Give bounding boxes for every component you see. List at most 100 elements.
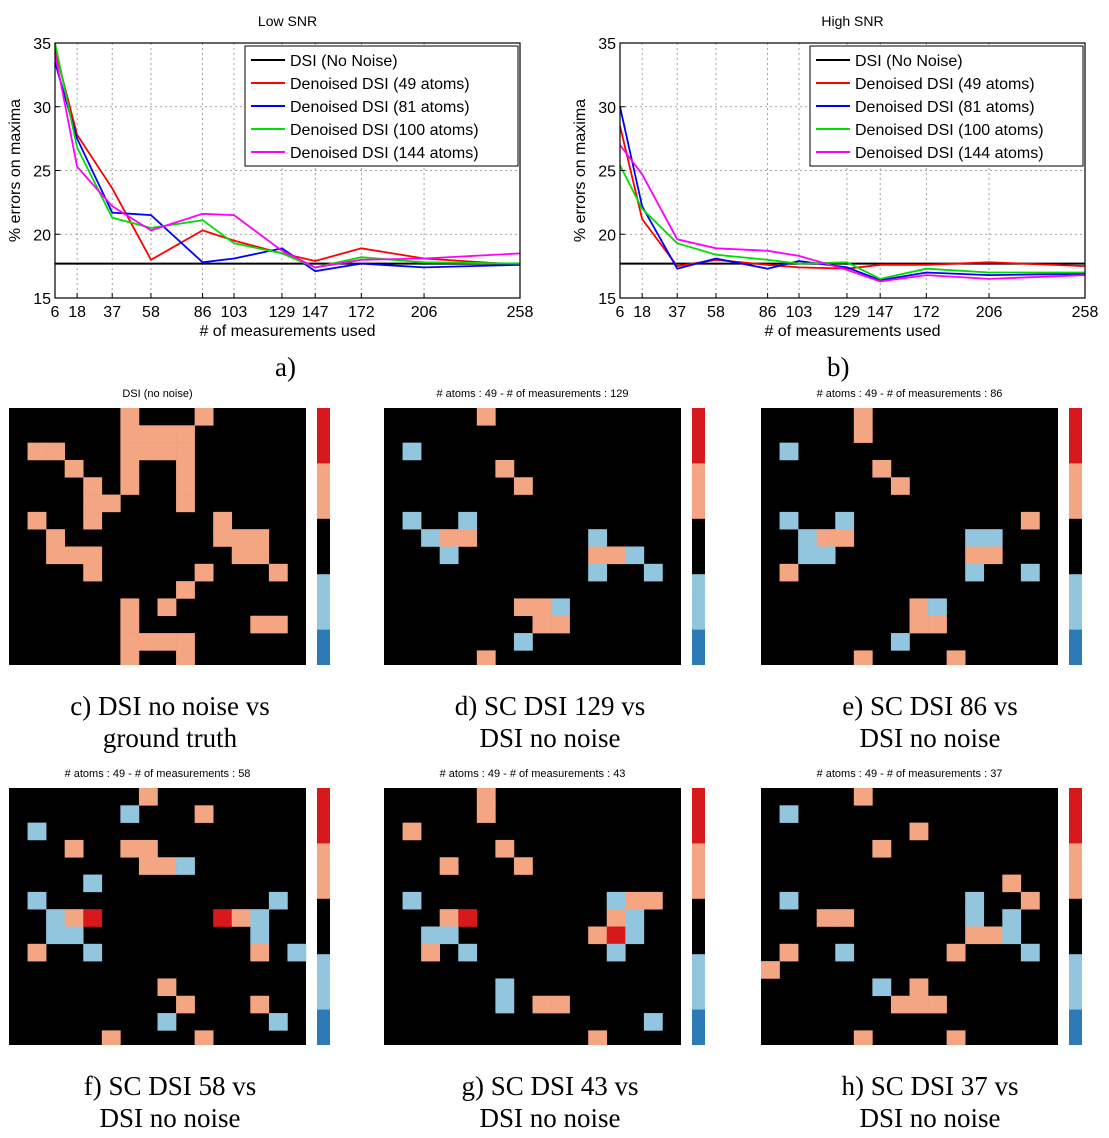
hm0-cell-1-7 (138, 425, 158, 443)
heatmap-e-svg: # atoms : 49 - # of measurements : 8621.… (761, 388, 1082, 665)
heatmap-g-svg: # atoms : 49 - # of measurements : 4321.… (384, 768, 705, 1045)
hm1-cell-3-6 (495, 459, 515, 478)
lc0-xtick-label-0: 6 (51, 304, 60, 321)
hm0-cell-2-1 (27, 442, 47, 461)
hm1-cell-6-4 (458, 511, 478, 530)
caption-h-line1: h) SC DSI 37 vs (841, 1071, 1019, 1101)
lc1-series-4 (619, 144, 1086, 283)
hm4-cell-7-12 (606, 909, 626, 927)
lc1-title: High SNR (821, 13, 883, 29)
hm0-cell-12-13 (250, 615, 270, 634)
hm2-cell-7-12 (983, 529, 1003, 547)
hm0-cell-8-4 (83, 546, 103, 565)
hm1-cell-8-13 (625, 546, 645, 565)
hm0-cell-2-8 (157, 442, 177, 461)
hm2-cell-9-11 (965, 563, 985, 582)
hm2-cell-2-1 (779, 442, 799, 461)
hm2-cell-7-11 (965, 529, 985, 547)
hm0-cell-8-13 (250, 546, 270, 565)
hm0-cell-3-9 (176, 459, 195, 478)
hm0-cell-1-8 (157, 425, 177, 443)
lc1-xtick-label-3: 58 (707, 304, 725, 321)
caption-g-line2: DSI no noise (479, 1103, 621, 1133)
hm3-cell-9-15 (287, 943, 307, 962)
hm3-cell-13-14 (268, 1013, 288, 1031)
lc1-xtick-label-6: 129 (834, 304, 861, 321)
hm1-cell-13-7 (513, 633, 533, 651)
hm3-cell-7-12 (231, 909, 251, 927)
hm5-colorbar-band-4 (1069, 1009, 1082, 1045)
panel-letter-b: b) (827, 352, 850, 382)
hm5-cell-7-13 (1002, 909, 1022, 927)
hm5-cell-7-4 (835, 909, 855, 927)
hm0-cell-2-6 (120, 442, 140, 461)
lc0-xtick-label-7: 147 (302, 304, 329, 321)
lc0-xtick-label-5: 103 (221, 304, 248, 321)
hm1-cell-11-7 (513, 598, 533, 617)
hm1-title: # atoms : 49 - # of measurements : 129 (437, 388, 629, 400)
hm0-colorbar-band-0 (317, 408, 330, 464)
hm5-cell-12-9 (928, 995, 947, 1014)
lc0-legend-label-3: Denoised DSI (100 atoms) (290, 122, 479, 139)
hm0-cell-11-8 (157, 598, 177, 617)
lc0-series-1 (54, 49, 521, 266)
hm5-cell-7-3 (816, 909, 836, 927)
caption-g-line1: g) SC DSI 43 vs (461, 1071, 639, 1101)
caption-d-line2: DSI no noise (479, 723, 621, 753)
caption-d: d) SC DSI 129 vs DSI no noise (380, 690, 720, 754)
caption-e-line2: DSI no noise (859, 723, 1001, 753)
hm1-cell-8-12 (606, 546, 626, 565)
hm5-cell-9-4 (835, 943, 855, 962)
hm3-cell-7-11 (213, 909, 233, 927)
hm1-cell-9-14 (643, 563, 663, 582)
hm4-cell-12-9 (551, 995, 570, 1014)
lc1-xtick-label-1: 18 (633, 304, 651, 321)
hm1-cell-8-11 (588, 546, 608, 565)
lc1-xtick-label-2: 37 (668, 304, 686, 321)
hm3-cell-8-2 (46, 926, 65, 945)
hm0-cell-1-6 (120, 425, 140, 443)
hm0-cell-0-10 (194, 408, 214, 426)
hm3-cell-9-13 (250, 943, 270, 962)
hm5-colorbar-band-0 (1069, 788, 1082, 844)
lc0-legend-label-0: DSI (No Noise) (290, 53, 398, 70)
caption-f: f) SC DSI 58 vs DSI no noise (0, 1070, 340, 1134)
hm3-cell-3-7 (138, 839, 158, 858)
lc0-xtick-label-8: 172 (348, 304, 375, 321)
hm0-cell-8-3 (64, 546, 84, 565)
lc0-legend-label-1: Denoised DSI (49 atoms) (290, 76, 470, 93)
caption-f-line1: f) SC DSI 58 vs (83, 1071, 257, 1101)
lc1-xtick-label-5: 103 (786, 304, 813, 321)
hm0-cell-7-2 (46, 529, 65, 547)
hm5-cell-8-13 (1002, 926, 1022, 945)
heatmap-panel-c: DSI (no noise)21.510.50-0.5-1-1.5-2 (0, 385, 330, 665)
hm4-cell-7-13 (625, 909, 645, 927)
hm4-cell-9-4 (458, 943, 478, 962)
hm4-colorbar-band-1 (692, 843, 705, 900)
hm1-cell-4-7 (513, 477, 533, 495)
heatmap-d-svg: # atoms : 49 - # of measurements : 12921… (384, 388, 705, 665)
hm3-cell-11-8 (157, 978, 177, 997)
hm4-cell-9-12 (606, 943, 626, 962)
hm2-colorbar-band-2 (1069, 518, 1082, 575)
hm3-cell-3-6 (120, 839, 140, 858)
hm1-cell-12-9 (551, 615, 570, 634)
hm4-colorbar-band-3 (692, 954, 705, 1010)
hm4-colorbar-band-0 (692, 788, 705, 844)
hm0-cell-4-4 (83, 477, 103, 495)
caption-f-line2: DSI no noise (99, 1103, 241, 1133)
hm2-cell-14-5 (853, 650, 873, 665)
hm1-colorbar-band-1 (692, 463, 705, 520)
hm4-cell-7-4 (458, 909, 478, 927)
hm5-cell-14-10 (946, 1030, 966, 1045)
hm5-title: # atoms : 49 - # of measurements : 37 (817, 768, 1003, 780)
hm2-cell-7-4 (835, 529, 855, 547)
hm0-cell-8-2 (46, 546, 65, 565)
lc0-xtick-label-6: 129 (269, 304, 296, 321)
hm0-cell-12-6 (120, 615, 140, 634)
hm3-cell-7-3 (64, 909, 84, 927)
hm5-cell-11-8 (909, 978, 929, 997)
lc1-legend-label-0: DSI (No Noise) (855, 53, 963, 70)
hm5-cell-6-14 (1020, 891, 1040, 910)
hm4-title: # atoms : 49 - # of measurements : 43 (440, 768, 626, 780)
